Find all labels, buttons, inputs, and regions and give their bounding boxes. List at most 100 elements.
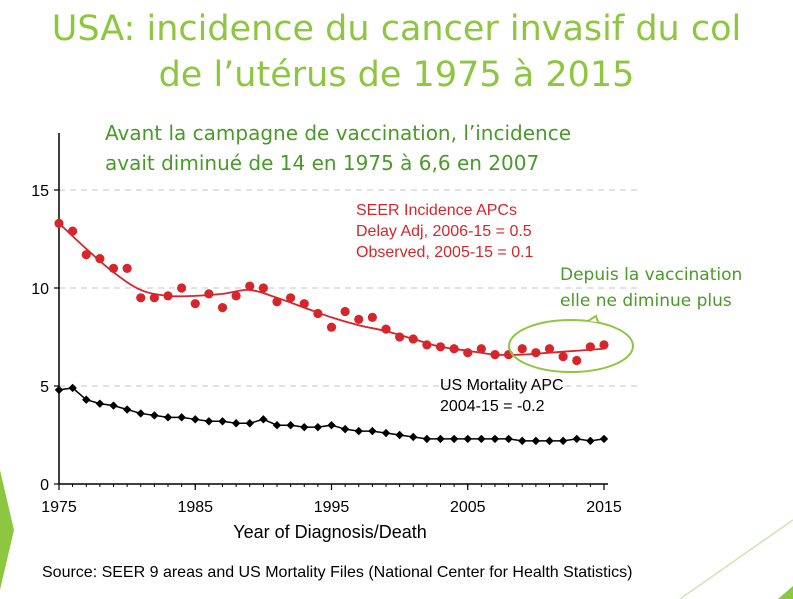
mortality-point [231,419,241,428]
incidence-point [313,308,323,319]
y-tick-label: 15 [31,183,49,200]
incidence-point [190,299,200,309]
mortality-point [572,434,581,444]
mortality-point [218,417,227,426]
incidence-point [408,334,418,344]
incidence-point [544,344,555,354]
incidence-point [435,342,446,352]
mortality-point [586,436,595,446]
subtitle-line-1: Avant la campagne de vaccination, l’inci… [105,121,571,145]
incidence-point [599,340,609,350]
mortality-point [327,421,336,430]
title-line-1: USA: incidence du cancer invasif du col [51,9,742,49]
incidence-point [476,344,486,354]
mortality-point [259,415,268,424]
grid-lines [59,189,640,387]
source-footnote: Source: SEER 9 areas and US Mortality Fi… [42,564,633,581]
mortality-point [286,421,295,430]
mortality-point [409,432,418,442]
y-tick-label: 10 [31,281,49,298]
mortality-point [558,436,568,446]
incidence-point [177,283,187,293]
mortality-point [245,419,254,428]
mortality-point [545,436,554,446]
incidence-point [217,303,228,313]
mortality-point [368,426,377,436]
incidence-point [204,289,214,299]
left-accent-bar [0,470,14,590]
mortality-point [395,430,404,440]
incidence-point [326,322,337,332]
incidence-point [299,299,309,309]
subtitle: Avant la campagne de vaccination, l’inci… [105,118,571,178]
y-tick-label: 0 [40,477,49,494]
mortality-point [68,383,77,393]
mortality-point [531,436,541,446]
incidence-point [531,348,541,358]
incidence-point [517,344,527,354]
incidence-annotation-line-1: SEER Incidence APCs [356,202,517,219]
incidence-point [585,342,595,352]
mortality-point [150,411,159,420]
mortality-point [122,405,132,414]
mortality-annotation-line-2: 2004-15 = -0.2 [440,398,545,415]
incidence-point [354,314,364,324]
mortality-point [300,422,309,432]
mortality-point [436,434,445,444]
corner-decoration [679,519,793,599]
y-tick-label: 5 [40,379,49,396]
mortality-point [109,401,118,410]
x-tick-label: 1985 [177,499,213,516]
incidence-point [272,297,282,307]
incidence-annotation-line-2: Delay Adj, 2006-15 = 0.5 [356,223,532,240]
incidence-point [149,293,159,303]
mortality-point [354,426,363,436]
incidence-point [381,324,391,334]
incidence-point [54,218,64,228]
x-tick-label: 2015 [586,499,622,516]
series-layer [54,218,609,446]
incidence-point [558,352,568,362]
note-line-1: Depuis la vaccination [560,265,743,285]
mortality-point [204,417,214,426]
incidence-point [108,263,119,273]
incidence-point [163,291,173,301]
callout-pointer [587,314,599,323]
mortality-point [518,436,527,446]
title-line-2: de l’utérus de 1975 à 2015 [158,55,635,95]
incidence-point [286,293,296,303]
mortality-point [477,434,486,444]
mortality-point [490,434,500,444]
mortality-point [54,385,64,395]
mortality-annotation-line-1: US Mortality APC [440,377,564,394]
mortality-point [313,422,323,432]
x-tick-label: 2005 [450,499,486,516]
incidence-point [122,263,132,273]
mortality-point [449,434,459,444]
incidence-point [81,250,91,260]
incidence-annotation-line-3: Observed, 2005-15 = 0.1 [356,244,534,261]
mortality-point [463,434,472,444]
page-title: USA: incidence du cancer invasif du col … [0,6,793,98]
mortality-point [177,413,186,422]
mortality-point [599,434,609,444]
incidence-point [490,350,500,360]
mortality-point [82,395,91,404]
incidence-trend-line [58,222,605,356]
mortality-point [340,424,350,434]
mortality-point [95,399,105,408]
callout-ellipse [508,319,634,373]
mortality-point [272,421,282,430]
mortality-point [504,434,513,444]
note-line-2: elle ne diminue plus [560,291,732,311]
x-tick-label: 1995 [314,499,350,516]
x-tick-label: 1975 [41,499,77,516]
incidence-point [258,283,268,293]
mortality-point [381,428,391,438]
mortality-point [163,413,173,422]
tick-labels: 0 5 10 15 1975 1985 1995 2005 2015 [31,183,622,516]
incidence-point [68,226,78,236]
incidence-point [422,340,432,350]
incidence-point [449,344,459,354]
